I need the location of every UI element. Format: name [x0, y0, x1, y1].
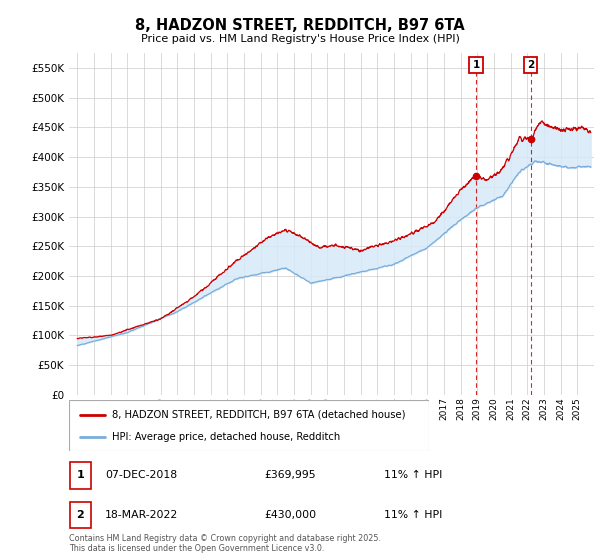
Text: 11% ↑ HPI: 11% ↑ HPI	[384, 470, 442, 480]
Text: 07-DEC-2018: 07-DEC-2018	[105, 470, 177, 480]
Text: Contains HM Land Registry data © Crown copyright and database right 2025.
This d: Contains HM Land Registry data © Crown c…	[69, 534, 381, 553]
Text: 1: 1	[77, 470, 84, 480]
Text: £369,995: £369,995	[264, 470, 316, 480]
FancyBboxPatch shape	[70, 502, 91, 528]
Text: 18-MAR-2022: 18-MAR-2022	[105, 510, 178, 520]
Text: 8, HADZON STREET, REDDITCH, B97 6TA (detached house): 8, HADZON STREET, REDDITCH, B97 6TA (det…	[112, 409, 406, 419]
Text: Price paid vs. HM Land Registry's House Price Index (HPI): Price paid vs. HM Land Registry's House …	[140, 34, 460, 44]
FancyBboxPatch shape	[69, 400, 429, 451]
Text: HPI: Average price, detached house, Redditch: HPI: Average price, detached house, Redd…	[112, 432, 340, 442]
Text: 8, HADZON STREET, REDDITCH, B97 6TA: 8, HADZON STREET, REDDITCH, B97 6TA	[135, 18, 465, 33]
Text: £430,000: £430,000	[264, 510, 316, 520]
Text: 2: 2	[527, 60, 535, 70]
FancyBboxPatch shape	[70, 463, 91, 488]
Text: 1: 1	[472, 60, 479, 70]
Text: 11% ↑ HPI: 11% ↑ HPI	[384, 510, 442, 520]
Text: 2: 2	[77, 510, 84, 520]
